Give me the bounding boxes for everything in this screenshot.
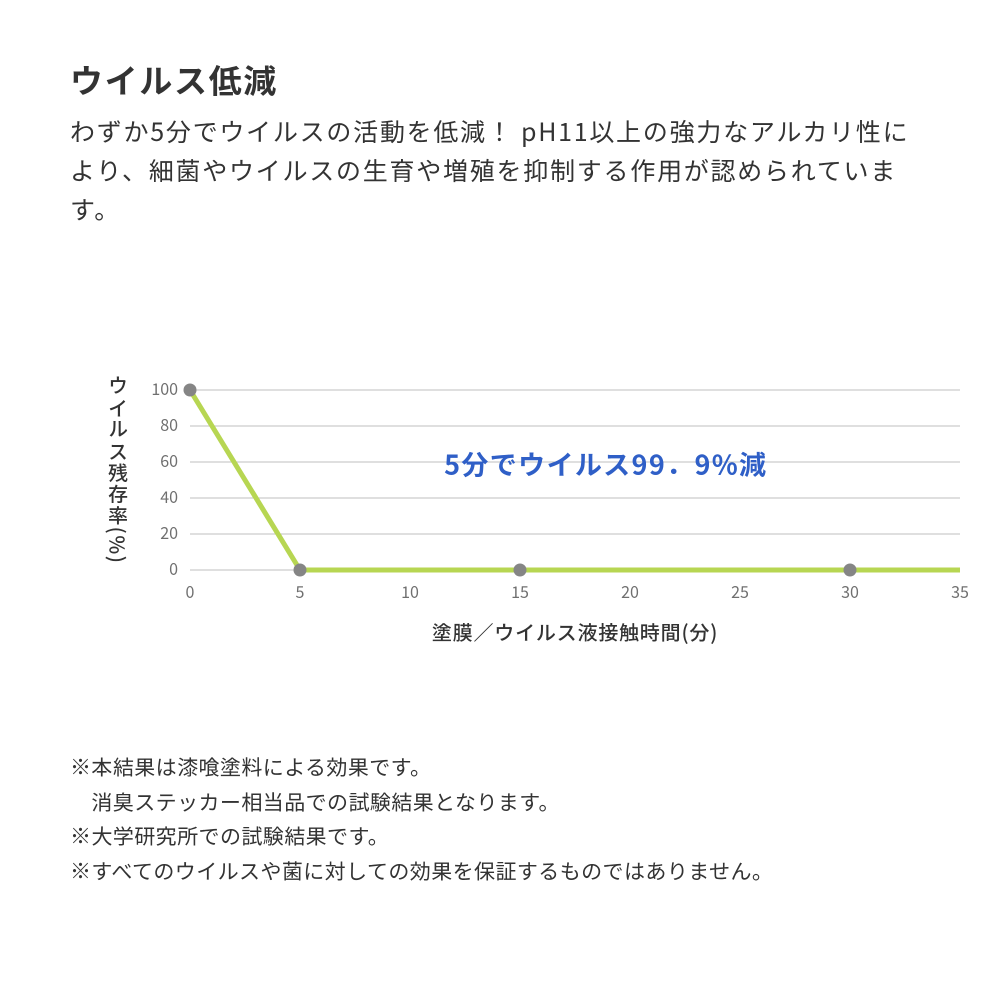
- svg-text:塗膜／ウイルス液接触時間(分): 塗膜／ウイルス液接触時間(分): [432, 617, 718, 646]
- svg-text:ウイルス残存率(%): ウイルス残存率(%): [104, 375, 133, 564]
- svg-text:0: 0: [186, 579, 195, 603]
- svg-text:5: 5: [296, 579, 305, 603]
- svg-text:30: 30: [841, 579, 859, 603]
- svg-text:20: 20: [621, 579, 639, 603]
- svg-text:0: 0: [169, 556, 178, 580]
- svg-text:15: 15: [511, 579, 529, 603]
- svg-text:100: 100: [151, 376, 178, 400]
- description-text: わずか5分でウイルスの活動を低減！ pH11以上の強力なアルカリ性により、細菌や…: [70, 112, 930, 228]
- svg-text:10: 10: [401, 579, 419, 603]
- virus-reduction-chart: 0 5 10 15 20 25 30 35 0 20 40 60 80 100 塗膜／ウイルス液接触時間(分…: [100, 360, 980, 680]
- svg-text:5分でウイルス99．9%減: 5分でウイルス99．9%減: [444, 444, 767, 483]
- svg-text:20: 20: [160, 520, 178, 544]
- svg-text:80: 80: [160, 412, 178, 436]
- footnote-line: ※すべてのウイルスや菌に対しての効果を保証するものではありません。: [70, 854, 930, 889]
- footnotes: ※本結果は漆喰塗料による効果です。 消臭ステッカー相当品での試験結果となります。…: [70, 750, 930, 889]
- svg-text:35: 35: [951, 579, 969, 603]
- svg-text:60: 60: [160, 448, 178, 472]
- footnote-line: ※大学研究所での試験結果です。: [70, 819, 930, 854]
- page-title: ウイルス低減: [70, 55, 278, 103]
- footnote-line: ※本結果は漆喰塗料による効果です。: [70, 750, 930, 785]
- footnote-line: 消臭ステッカー相当品での試験結果となります。: [70, 785, 930, 820]
- svg-text:25: 25: [731, 579, 749, 603]
- svg-text:40: 40: [160, 484, 178, 508]
